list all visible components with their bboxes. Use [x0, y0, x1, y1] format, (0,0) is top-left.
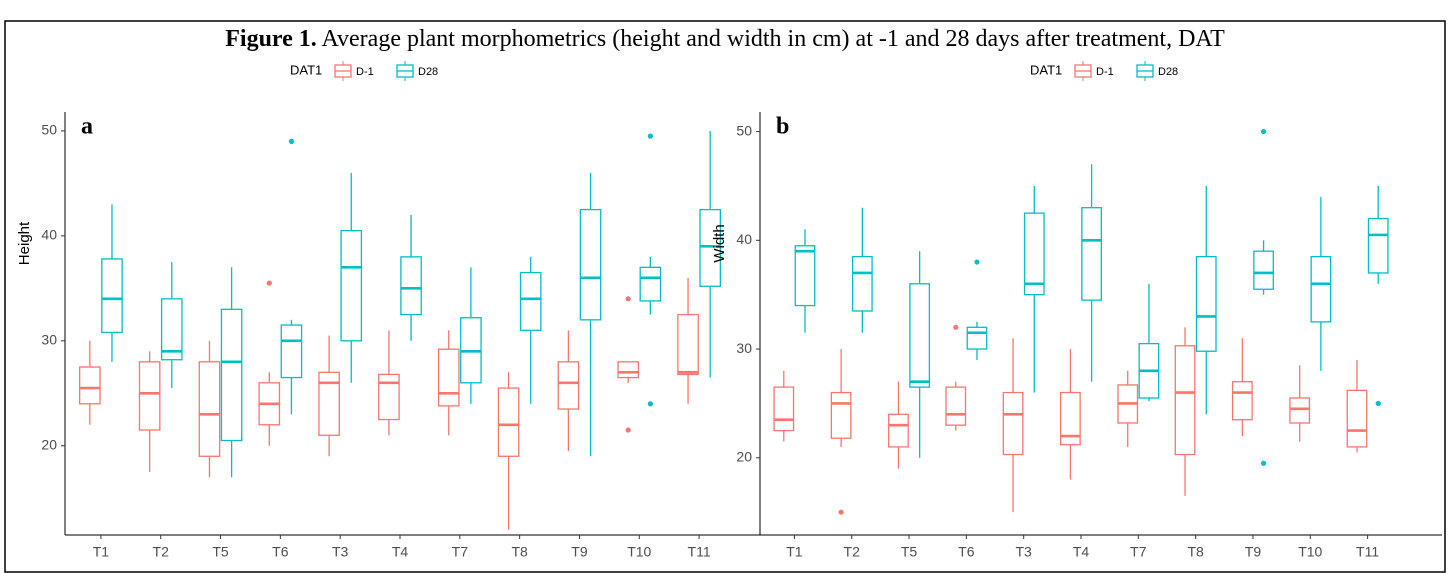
box — [1081, 207, 1102, 301]
outlier — [838, 509, 844, 515]
x-tick-label: T10 — [1298, 544, 1322, 560]
x-tick-label: T6 — [958, 544, 975, 560]
figure-title: Average plant morphometrics (height and … — [321, 26, 1225, 52]
x-tick-label: T7 — [1130, 544, 1147, 560]
box — [557, 361, 580, 410]
y-tick-label: 50 — [736, 122, 752, 138]
x-tick-label: T4 — [1073, 544, 1090, 560]
box — [220, 308, 243, 442]
box — [1289, 397, 1311, 424]
outlier — [1260, 460, 1267, 466]
box — [1310, 255, 1332, 323]
outlier — [647, 133, 653, 139]
legend-label: D28 — [1158, 66, 1178, 78]
box — [830, 391, 852, 439]
x-tick-label: T3 — [332, 544, 349, 560]
box — [1002, 391, 1024, 456]
box — [497, 387, 520, 457]
y-axis-title: Width — [711, 224, 728, 262]
legend-label: D-1 — [1096, 66, 1114, 78]
y-axis-title: Height — [16, 221, 33, 265]
figure-frame — [4, 20, 1446, 573]
box — [773, 386, 795, 432]
x-tick-label: T4 — [392, 544, 409, 560]
box — [1231, 381, 1253, 421]
outlier — [625, 427, 631, 433]
outlier — [1375, 400, 1381, 407]
box — [579, 208, 602, 321]
outlier — [974, 259, 980, 265]
x-tick-label: T1 — [93, 544, 110, 560]
y-tick-label: 40 — [736, 231, 752, 247]
x-tick-label: T5 — [212, 544, 229, 560]
box — [617, 361, 640, 379]
box — [1367, 217, 1389, 274]
box — [198, 361, 221, 457]
x-tick-label: T2 — [844, 544, 861, 560]
legend-title: DAT1 — [1030, 62, 1062, 77]
outlier — [647, 401, 653, 407]
box — [79, 366, 101, 405]
x-tick-label: T2 — [153, 544, 170, 560]
box — [160, 298, 183, 361]
box — [1023, 212, 1045, 296]
outlier — [625, 296, 631, 302]
outlier — [288, 138, 295, 144]
figure-label: Figure 1. — [225, 26, 317, 52]
box — [1346, 389, 1368, 448]
x-tick-label: T11 — [688, 544, 711, 560]
box — [909, 283, 931, 388]
legend-label: D-1 — [356, 66, 374, 78]
box — [400, 256, 422, 316]
outlier — [953, 324, 959, 330]
panel-letter: a — [81, 114, 93, 140]
y-tick-label: 30 — [736, 340, 752, 356]
legend-label: D28 — [418, 66, 438, 78]
box — [437, 348, 460, 407]
x-tick-label: T9 — [1245, 544, 1262, 560]
box — [1060, 391, 1081, 446]
outlier — [266, 280, 272, 286]
box — [519, 271, 542, 331]
box — [699, 208, 721, 287]
box — [138, 361, 161, 431]
box — [677, 313, 699, 376]
figure-heading: Figure 1. Average plant morphometrics (h… — [225, 26, 1225, 52]
y-tick-label: 20 — [736, 448, 752, 464]
box — [945, 386, 967, 426]
box — [1195, 255, 1217, 352]
outlier — [1260, 128, 1267, 135]
box — [101, 258, 123, 334]
box — [966, 326, 988, 350]
x-tick-label: T11 — [1356, 544, 1379, 560]
y-tick-label: 50 — [41, 122, 57, 138]
x-tick-label: T7 — [452, 544, 469, 560]
box — [1253, 250, 1274, 290]
box — [794, 245, 816, 307]
box — [851, 255, 873, 312]
x-tick-label: T10 — [627, 544, 651, 560]
y-tick-label: 20 — [41, 436, 57, 452]
x-tick-label: T1 — [786, 544, 803, 560]
x-tick-label: T6 — [272, 544, 289, 560]
box — [888, 413, 909, 448]
x-tick-label: T9 — [571, 544, 588, 560]
box — [318, 371, 340, 436]
x-tick-label: T3 — [1016, 544, 1033, 560]
panel-letter: b — [776, 114, 789, 140]
box — [378, 373, 400, 421]
box — [1174, 345, 1196, 456]
y-tick-label: 30 — [41, 332, 57, 348]
legend-title: DAT1 — [290, 62, 322, 77]
y-tick-label: 40 — [41, 227, 57, 243]
box — [639, 266, 662, 302]
x-tick-label: T8 — [1187, 544, 1204, 560]
box — [280, 324, 303, 379]
box — [340, 229, 363, 342]
x-tick-label: T8 — [511, 544, 528, 560]
x-tick-label: T5 — [901, 544, 918, 560]
